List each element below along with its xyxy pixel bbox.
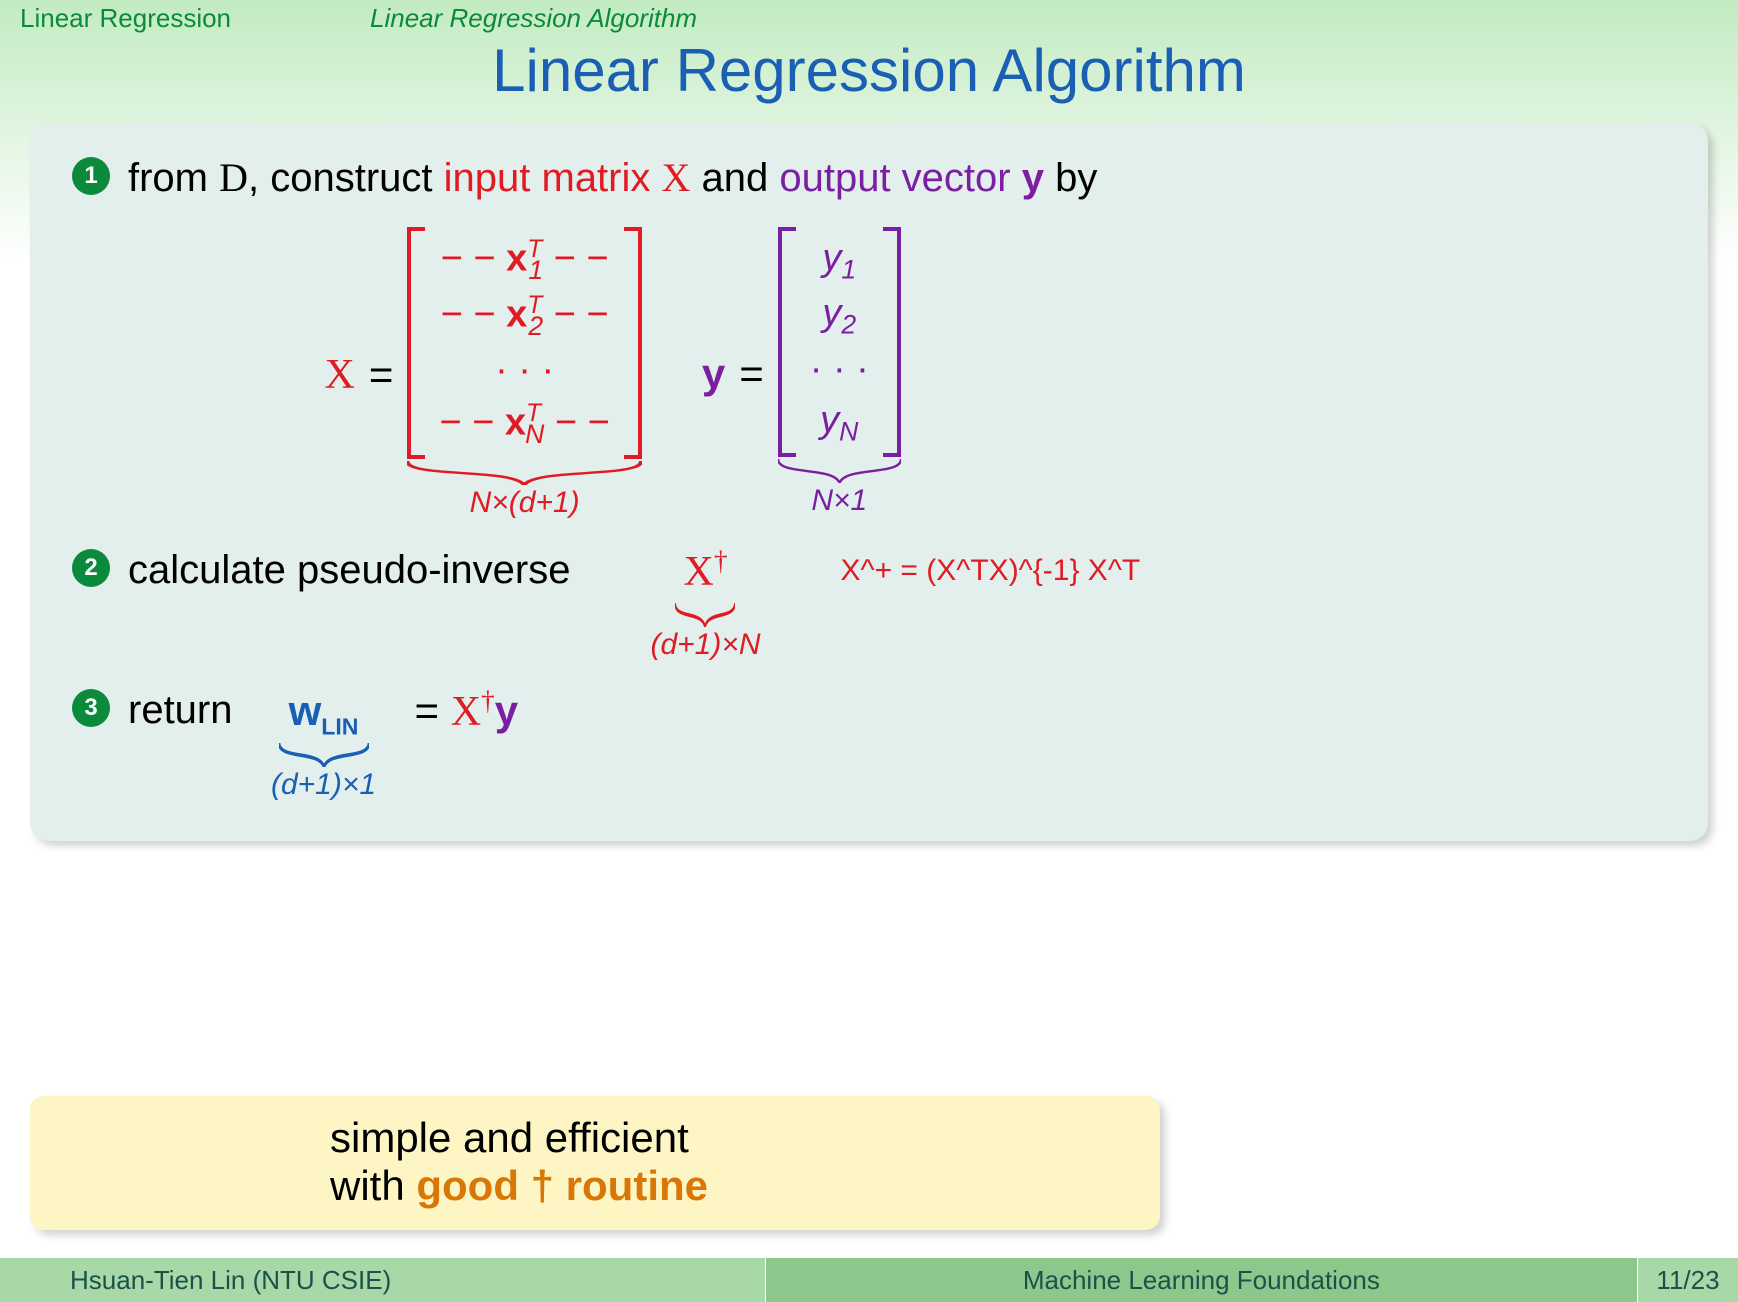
Xlhs: X bbox=[325, 347, 355, 404]
Xeq: = bbox=[369, 347, 394, 404]
slide-title: Linear Regression Algorithm bbox=[0, 36, 1738, 105]
s3-y: y bbox=[495, 687, 518, 734]
step-3: 3 return wLIN (d+1)×1 = X†y bbox=[72, 683, 1666, 805]
s2-text: calculate pseudo-inverse bbox=[128, 543, 570, 597]
s3-return: return bbox=[128, 683, 233, 737]
xr1a: − − bbox=[441, 238, 507, 280]
s3-w: w bbox=[289, 687, 322, 734]
s2-dag: † bbox=[714, 546, 728, 576]
s1-X: X bbox=[662, 155, 691, 200]
breadcrumb-subsection: Linear Regression Algorithm bbox=[370, 3, 697, 34]
s1-y: y bbox=[1022, 156, 1044, 200]
y1s: 1 bbox=[841, 255, 856, 285]
step-number-2: 2 bbox=[72, 549, 110, 587]
s3-wlin: LIN bbox=[321, 714, 358, 740]
s3-eq: = bbox=[415, 687, 440, 734]
note-with: with bbox=[330, 1162, 416, 1209]
y1: y bbox=[822, 237, 841, 279]
s1-outputvector: output vector bbox=[779, 156, 1021, 200]
xrdots: · · · bbox=[439, 345, 609, 396]
xr1sub: 1 bbox=[528, 255, 543, 285]
y2s: 2 bbox=[841, 310, 856, 340]
footer-course: Machine Learning Foundations bbox=[765, 1258, 1638, 1302]
summary-note: simple and efficient with good † routine bbox=[30, 1096, 1160, 1230]
yN: y bbox=[820, 399, 839, 441]
note-routine: routine bbox=[554, 1162, 708, 1209]
matrix-X: X = − − xT1 − − − − xT2 − − · · · − − xT… bbox=[325, 227, 642, 523]
note-dag: † bbox=[531, 1162, 554, 1209]
s3-dim: (d+1)×1 bbox=[259, 765, 389, 806]
xr1x: x bbox=[506, 238, 527, 280]
ydim: N×1 bbox=[778, 481, 901, 522]
xr2x: x bbox=[506, 294, 527, 336]
xr2a: − − bbox=[441, 294, 507, 336]
Xdim: N×(d+1) bbox=[407, 483, 641, 524]
s1-mid2: and bbox=[690, 156, 779, 200]
xr2b: − − bbox=[543, 294, 609, 336]
yNs: N bbox=[839, 417, 858, 447]
xr2sub: 2 bbox=[528, 311, 543, 341]
xrNsub: N bbox=[525, 419, 544, 449]
s1-mid1: , construct bbox=[248, 156, 444, 200]
xr1b: − − bbox=[543, 238, 609, 280]
breadcrumb-section: Linear Regression bbox=[20, 3, 370, 34]
s3-dag: † bbox=[481, 686, 495, 716]
ylhs: y bbox=[702, 346, 725, 403]
step-2: 2 calculate pseudo-inverse X† (d+1)×N X^… bbox=[72, 543, 1666, 665]
s1-inputmatrix: input matrix bbox=[444, 156, 662, 200]
s2-X: X bbox=[683, 549, 713, 595]
footer-author: Hsuan-Tien Lin (NTU CSIE) bbox=[0, 1265, 765, 1296]
xrNb: − − bbox=[544, 401, 610, 443]
s1-D: D bbox=[219, 155, 248, 200]
xrNa: − − bbox=[439, 401, 505, 443]
step-1: 1 from D, construct input matrix X and o… bbox=[72, 151, 1666, 533]
pseudoinverse-formula: X^+ = (X^TX)^{-1} X^T bbox=[840, 551, 1140, 592]
step-number-1: 1 bbox=[72, 157, 110, 195]
algorithm-block: 1 from D, construct input matrix X and o… bbox=[30, 123, 1708, 841]
note-good: good bbox=[416, 1162, 530, 1209]
footer-page: 11/23 bbox=[1638, 1265, 1738, 1296]
y2: y bbox=[822, 292, 841, 334]
yeq: = bbox=[739, 346, 764, 403]
s2-dim: (d+1)×N bbox=[620, 625, 790, 666]
s1-post: by bbox=[1044, 156, 1097, 200]
note-line1: simple and efficient bbox=[330, 1114, 1126, 1162]
xrNx: x bbox=[505, 401, 526, 443]
footer: Hsuan-Tien Lin (NTU CSIE) Machine Learni… bbox=[0, 1258, 1738, 1302]
step-number-3: 3 bbox=[72, 689, 110, 727]
ydots: · · · bbox=[810, 344, 869, 395]
s1-pre: from bbox=[128, 156, 219, 200]
vector-y: y = y1 y2 · · · yN bbox=[702, 227, 901, 521]
s3-X: X bbox=[451, 689, 481, 735]
